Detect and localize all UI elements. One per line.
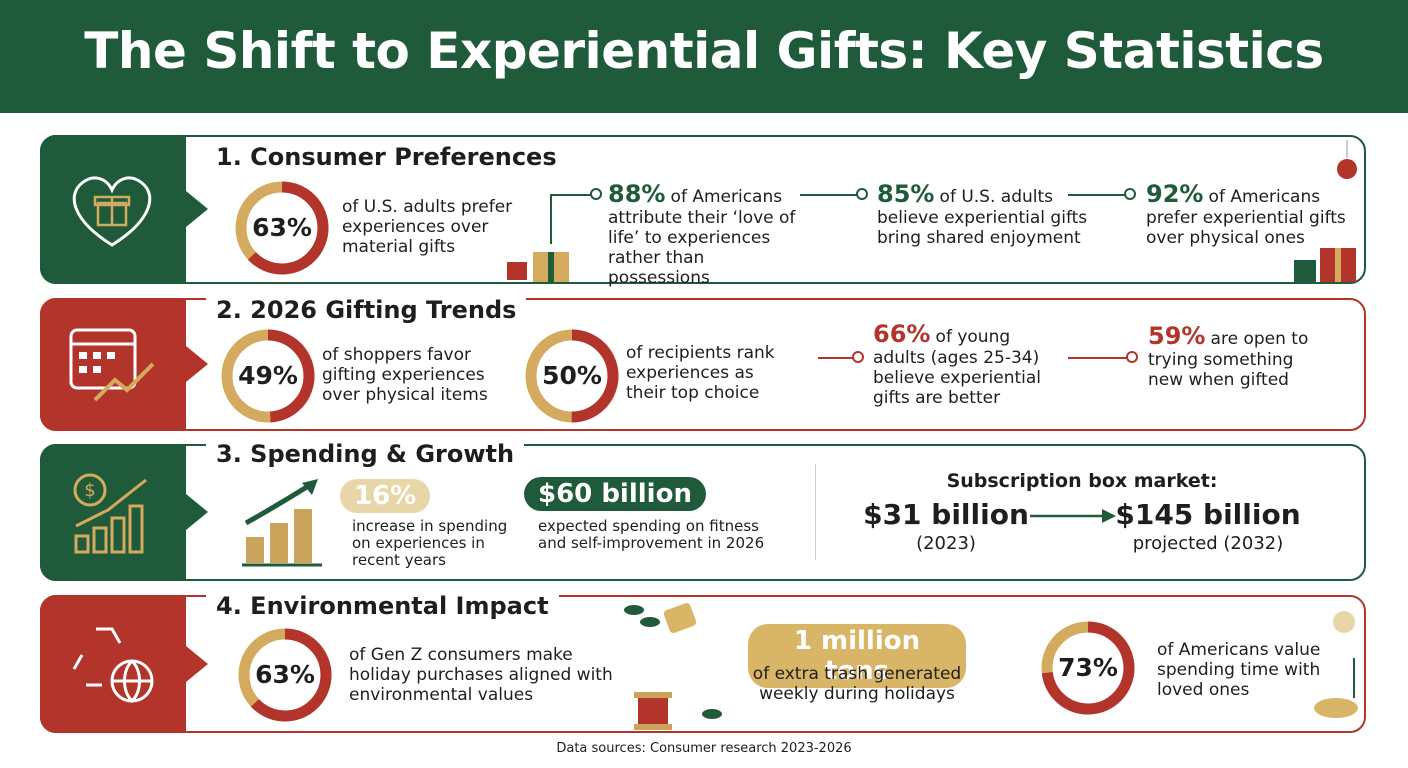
donut-label: 63% [252,213,312,242]
gift-decoration [507,252,569,282]
calendar-icon [69,328,155,402]
donut [235,181,329,275]
fact: 88% of Americans attribute their ‘love o… [608,180,808,288]
connector [800,194,858,196]
arrow [1030,509,1116,523]
market-title: Subscription box market: [946,470,1218,492]
donut-text: of Americans value spending time with lo… [1157,640,1321,700]
fact-stat: 66% [873,320,931,348]
fact-stat: 85% [877,180,935,208]
leaf-tag-decoration [624,603,697,633]
donut-text: of Gen Z consumers make holiday purchase… [349,645,613,705]
market-note: (2023) [916,533,976,554]
divider [815,464,816,560]
donut-arc [1041,621,1135,715]
donut-group: 63% [232,178,332,282]
fact-text: increase in spending on experiences in r… [352,517,508,569]
section-title: 4. Environmental Impact [206,592,559,620]
section-icon-block [40,298,186,431]
donut [221,329,315,423]
connector-dot [856,188,868,200]
fact: 92% of Americans prefer experiential gif… [1146,180,1356,248]
chevron [186,191,208,227]
page-title: The Shift to Experiential Gifts: Key Sta… [84,22,1324,80]
donut-label: 50% [542,361,602,390]
chevron [186,646,208,682]
donut-text: of U.S. adults prefer experiences over m… [342,197,513,257]
fact-stat: 59% [1148,322,1206,350]
section-icon-block [40,135,186,284]
header [0,0,1408,113]
stat-pill: 1 million tons [748,624,966,688]
gift-decoration [1294,248,1356,282]
donut-arc [235,181,329,275]
connector [818,357,856,359]
leaf-decoration [1314,611,1358,718]
section-title: 1. Consumer Preferences [206,143,567,171]
fact: 66% of young adults (ages 25-34) believe… [873,320,1058,408]
chevron [186,494,208,530]
donut-arc [221,329,315,423]
donut-arc [525,329,619,423]
connector-dot [1126,351,1138,363]
market-note: projected (2032) [1132,533,1284,554]
connector-dot [852,351,864,363]
market-amount: $145 billion [1115,498,1301,531]
section-icon-block [40,595,186,733]
fact-text: of Americans prefer experiential gifts o… [1146,187,1346,248]
bar-growth-decoration [242,479,322,567]
fact-text: of U.S. adults believe experiential gift… [877,187,1088,248]
ornament [1337,140,1357,179]
connector [1068,194,1126,196]
fact: 59% are open to trying something new whe… [1148,322,1328,390]
donut-group: 49% [218,326,318,430]
donut-label: 63% [255,660,315,689]
chevron [186,346,208,382]
donut-label: 49% [238,361,298,390]
connector-dot [590,188,602,200]
connector [1068,357,1128,359]
section-icon-block: $ [40,444,186,581]
donut [1041,621,1135,715]
growth-icon: $ [73,473,147,554]
fact-text: of young adults (ages 25-34) believe exp… [873,327,1042,408]
recycle-globe-icon [72,627,154,704]
fact-stat: 92% [1146,180,1204,208]
section-title: 2. 2026 Gifting Trends [206,296,527,324]
connector [550,194,552,244]
donut-label: 73% [1058,653,1118,682]
donut-text: of recipients rank experiences as their … [626,343,775,403]
donut-arc [238,628,332,722]
donut-group: 73% [1038,618,1138,722]
fact-text: expected spending on fitness and self-im… [538,517,765,552]
heart-gift-icon [72,176,152,247]
donut [238,628,332,722]
stat-pill: $60 billion [524,477,706,511]
donut-text: of shoppers favor gifting experiences ov… [322,345,488,405]
stat-pill: 16% [340,479,431,513]
fact-text: of Americans attribute their ‘love of li… [608,187,796,288]
fact-text: of extra trash generated weekly during h… [752,664,962,704]
donut-group: 63% [235,625,335,729]
footer: Data sources: Consumer research 2023-202… [556,741,852,756]
fact-text: are open to trying something new when gi… [1148,329,1309,390]
market-amount: $31 billion [863,498,1029,531]
connector-dot [1124,188,1136,200]
svg-text:$: $ [84,480,95,501]
donut [525,329,619,423]
fact-stat: 88% [608,180,666,208]
thread-decoration [634,692,722,730]
connector [550,194,595,196]
fact: 85% of U.S. adults believe experiential … [877,180,1097,248]
donut-group: 50% [522,326,622,430]
section-title: 3. Spending & Growth [206,440,525,468]
